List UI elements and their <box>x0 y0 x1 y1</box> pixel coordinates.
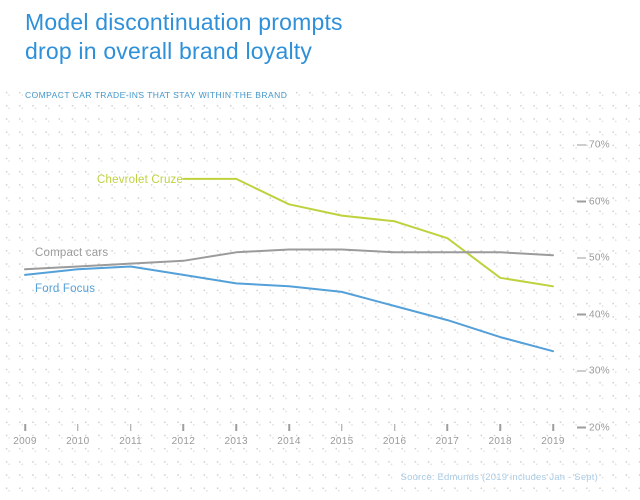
x-axis-label: 2017 <box>435 436 460 447</box>
y-axis-tick-row: 20% <box>577 422 610 433</box>
y-axis-label: 60% <box>589 196 610 207</box>
x-axis-label: 2013 <box>224 436 248 447</box>
y-axis-tick <box>577 200 586 203</box>
y-axis-tick <box>577 144 586 146</box>
x-axis-label: 2009 <box>13 436 37 447</box>
source-attribution: Source: Edmunds (2019 includes Jan - Sep… <box>400 472 598 483</box>
chart-subtitle: COMPACT CAR TRADE-INS THAT STAY WITHIN T… <box>25 90 288 100</box>
series-label-ford-focus: Ford Focus <box>35 283 96 295</box>
x-axis-label: 2014 <box>277 436 301 447</box>
line-compact-cars <box>24 248 554 271</box>
x-axis-tick <box>393 424 396 431</box>
x-axis-tick <box>341 424 343 431</box>
x-axis-tick <box>288 424 290 431</box>
chart-title-line2: drop in overall brand loyalty <box>25 38 313 64</box>
x-axis-tick <box>552 424 554 431</box>
y-axis-tick-row: 40% <box>577 309 610 320</box>
y-axis-tick-row: 60% <box>577 196 610 207</box>
x-axis-tick <box>182 424 185 431</box>
y-axis-label: 40% <box>589 309 610 320</box>
y-axis-tick <box>577 370 586 372</box>
x-axis-label: 2015 <box>330 436 354 447</box>
dotted-background-pattern <box>0 86 640 500</box>
x-axis-tick <box>446 424 449 431</box>
y-axis-tick <box>577 426 586 429</box>
x-axis-label: 2019 <box>541 436 565 447</box>
x-axis-tick <box>235 424 237 431</box>
y-axis-label: 30% <box>589 365 610 377</box>
chart-title-line1: Model discontinuation prompts <box>25 9 343 35</box>
x-axis-tick <box>77 424 79 431</box>
y-axis-tick-row: 30% <box>577 366 610 377</box>
x-axis-label: 2018 <box>488 436 512 447</box>
x-axis-label: 2010 <box>66 436 90 447</box>
y-axis-tick-row: 70% <box>577 140 610 151</box>
y-axis-tick <box>577 313 586 316</box>
y-axis-tick <box>577 257 586 259</box>
y-axis-tick-row: 50% <box>577 253 610 264</box>
x-axis-tick <box>24 424 26 431</box>
x-axis-tick <box>129 424 132 431</box>
chart-title: Model discontinuation prompts drop in ov… <box>25 8 343 66</box>
x-axis-label: 2011 <box>119 436 142 447</box>
y-axis-label: 50% <box>589 252 610 264</box>
x-axis-label: 2016 <box>382 436 407 447</box>
series-label-chevrolet-cruze: Chevrolet Cruze <box>97 174 184 186</box>
y-axis-label: 20% <box>589 422 610 433</box>
x-axis-label: 2012 <box>171 436 196 447</box>
line-chevrolet-cruze <box>182 177 554 288</box>
y-axis-label: 70% <box>589 139 610 151</box>
x-axis-tick <box>499 424 501 431</box>
series-label-compact-cars: Compact cars <box>35 247 109 259</box>
line-ford-focus <box>24 265 554 353</box>
